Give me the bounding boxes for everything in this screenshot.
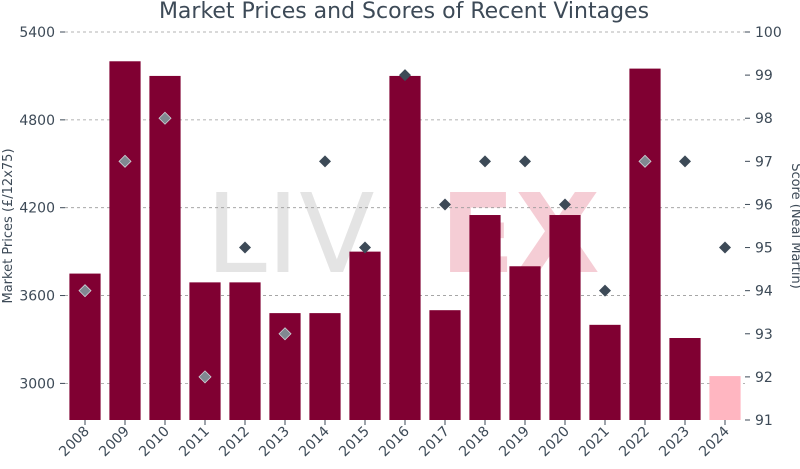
watermark-text-left: LIV bbox=[206, 170, 375, 298]
y-tick-label-right: 96 bbox=[755, 197, 773, 213]
x-tick-label: 2022 bbox=[616, 424, 653, 461]
y-tick-label-right: 100 bbox=[755, 25, 782, 41]
score-marker-2022 bbox=[638, 154, 652, 168]
x-tick-label: 2008 bbox=[56, 424, 93, 461]
bar-2022 bbox=[629, 68, 661, 421]
y-tick-label-left: 5400 bbox=[19, 25, 55, 41]
x-tick-label: 2014 bbox=[296, 423, 333, 460]
y-axis-label-left: Market Prices (£/12x75) bbox=[1, 148, 16, 303]
score-marker-2013 bbox=[278, 327, 292, 341]
y-tick-label-right: 94 bbox=[755, 284, 773, 300]
x-tick-label: 2016 bbox=[376, 423, 413, 460]
y-tick-label-right: 92 bbox=[755, 370, 773, 386]
x-tick-label: 2012 bbox=[216, 424, 253, 461]
score-marker-2015 bbox=[359, 241, 371, 254]
bar-2012 bbox=[229, 282, 261, 420]
bar-2020 bbox=[549, 215, 581, 420]
y-tick-label-left: 4200 bbox=[19, 201, 55, 217]
x-tick-label: 2019 bbox=[496, 424, 533, 461]
y-tick-label-right: 99 bbox=[755, 68, 773, 84]
chart-title: Market Prices and Scores of Recent Vinta… bbox=[159, 0, 649, 24]
x-tick-label: 2011 bbox=[176, 424, 213, 461]
y-tick-label-left: 3600 bbox=[19, 289, 55, 305]
x-tick-label: 2020 bbox=[536, 424, 573, 461]
bar-2023 bbox=[669, 338, 701, 420]
x-tick-label: 2009 bbox=[96, 424, 133, 461]
x-tick-label: 2017 bbox=[416, 424, 453, 461]
score-marker-2012 bbox=[239, 241, 251, 254]
bar-2011 bbox=[189, 282, 221, 420]
score-markers bbox=[78, 69, 731, 384]
bar-2021 bbox=[589, 324, 621, 420]
x-tick-label: 2015 bbox=[336, 424, 373, 461]
bar-2019 bbox=[509, 266, 541, 420]
bar-2014 bbox=[309, 313, 341, 420]
score-marker-2016 bbox=[399, 69, 411, 82]
bar-2009 bbox=[109, 61, 141, 420]
bar-2010 bbox=[149, 75, 181, 420]
score-marker-2024 bbox=[719, 241, 731, 254]
x-tick-label: 2013 bbox=[256, 424, 293, 461]
x-tick-label: 2024 bbox=[696, 423, 733, 460]
x-tick-label: 2023 bbox=[656, 424, 693, 461]
y-tick-label-right: 98 bbox=[755, 111, 773, 127]
bar-2018 bbox=[469, 215, 501, 420]
bars bbox=[69, 61, 741, 421]
score-marker-2020 bbox=[559, 198, 571, 211]
score-marker-2023 bbox=[679, 155, 691, 168]
y-tick-label-left: 4800 bbox=[19, 113, 55, 129]
y-tick-label-right: 91 bbox=[755, 413, 773, 429]
y-tick-label-right: 97 bbox=[755, 154, 773, 170]
y-tick-label-right: 93 bbox=[755, 327, 773, 343]
bar-2008 bbox=[69, 273, 101, 420]
score-marker-2008 bbox=[78, 284, 92, 298]
y-tick-label-left: 3000 bbox=[19, 376, 55, 392]
x-tick-label: 2021 bbox=[576, 424, 613, 461]
score-marker-2010 bbox=[158, 111, 172, 125]
score-marker-2009 bbox=[118, 154, 132, 168]
bar-2017 bbox=[429, 310, 461, 420]
x-tick-label: 2010 bbox=[136, 424, 173, 461]
bar-2016 bbox=[389, 75, 421, 420]
score-marker-2014 bbox=[319, 155, 331, 168]
score-marker-2018 bbox=[479, 155, 491, 168]
score-marker-2011 bbox=[198, 370, 212, 384]
x-tick-label: 2018 bbox=[456, 424, 493, 461]
y-tick-label-right: 95 bbox=[755, 241, 773, 257]
score-marker-2019 bbox=[519, 155, 531, 168]
bar-2024 bbox=[709, 376, 741, 420]
bar-2015 bbox=[349, 251, 381, 420]
score-marker-2017 bbox=[439, 198, 451, 211]
score-marker-2021 bbox=[599, 284, 611, 297]
y-axis-label-right: Score (Neal Martin) bbox=[788, 163, 800, 289]
